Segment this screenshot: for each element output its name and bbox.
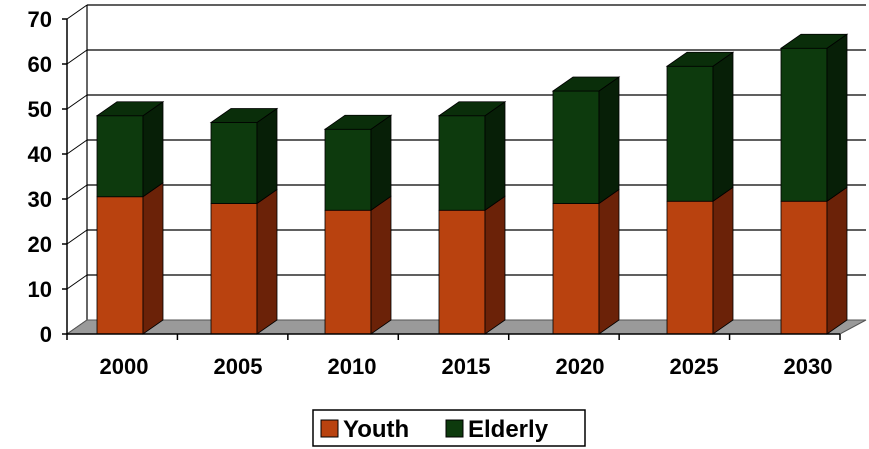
bar-side-elderly-2030 <box>826 33 848 203</box>
bar-youth-2010 <box>324 209 372 335</box>
bar-top-elderly-2000 <box>95 101 165 117</box>
bar-side-elderly-2010 <box>370 114 392 212</box>
bar-side-youth-2015 <box>484 195 506 335</box>
grid-connector-70 <box>66 4 88 20</box>
bar-side-elderly-2025 <box>712 51 734 203</box>
bar-elderly-2030 <box>780 47 828 202</box>
y-tick-label-20: 20 <box>28 232 52 257</box>
y-tick-label-30: 30 <box>28 187 52 212</box>
bar-top-elderly-2030 <box>779 33 849 49</box>
bar-top-elderly-2025 <box>665 51 735 67</box>
x-tick-label-2005: 2005 <box>214 354 263 379</box>
bar-elderly-2015 <box>438 115 486 211</box>
grid-connector-40 <box>66 139 88 155</box>
grid-connector-30 <box>66 184 88 200</box>
x-tick-label-2030: 2030 <box>784 354 833 379</box>
bar-top-elderly-2015 <box>437 101 507 117</box>
grid-connector-10 <box>66 274 88 290</box>
y-tick-label-10: 10 <box>28 277 52 302</box>
bar-youth-2030 <box>780 200 828 335</box>
bar-youth-2025 <box>666 200 714 335</box>
bar-side-youth-2000 <box>142 181 164 335</box>
bar-side-elderly-2020 <box>598 76 620 205</box>
bar-side-elderly-2005 <box>256 107 278 205</box>
bar-top-elderly-2020 <box>551 76 621 92</box>
y-tick-label-70: 70 <box>28 7 52 32</box>
bar-elderly-2005 <box>210 122 258 204</box>
x-tick-label-2020: 2020 <box>556 354 605 379</box>
x-tick-label-2015: 2015 <box>442 354 491 379</box>
bar-side-youth-2030 <box>826 186 848 335</box>
bar-elderly-2000 <box>96 115 144 198</box>
bar-side-elderly-2015 <box>484 100 506 212</box>
legend-swatch-elderly <box>445 419 464 438</box>
bar-top-elderly-2010 <box>323 114 393 130</box>
bar-side-youth-2020 <box>598 188 620 335</box>
legend-swatch-youth <box>320 419 339 438</box>
x-tick-label-2000: 2000 <box>100 354 149 379</box>
bar-top-elderly-2005 <box>209 108 279 123</box>
bar-side-youth-2010 <box>370 195 392 335</box>
y-tick-label-0: 0 <box>40 322 52 347</box>
bar-youth-2020 <box>552 203 600 335</box>
grid-connector-20 <box>66 229 88 245</box>
bar-youth-2005 <box>210 203 258 335</box>
x-tick-label-2025: 2025 <box>670 354 719 379</box>
y-tick-label-50: 50 <box>28 97 52 122</box>
bar-side-youth-2005 <box>256 188 278 335</box>
y-tick-label-40: 40 <box>28 142 52 167</box>
grid-connector-60 <box>66 49 88 65</box>
y-tick-label-60: 60 <box>28 52 52 77</box>
bar-youth-2000 <box>96 196 144 335</box>
legend-label-youth: Youth <box>343 416 409 443</box>
legend-label-elderly: Elderly <box>468 416 549 443</box>
bar-youth-2015 <box>438 209 486 335</box>
bar-side-youth-2025 <box>712 186 734 335</box>
bar-elderly-2025 <box>666 65 714 202</box>
bar-side-elderly-2000 <box>142 100 164 198</box>
bar-elderly-2020 <box>552 90 600 204</box>
bar-elderly-2010 <box>324 128 372 211</box>
x-tick-label-2010: 2010 <box>328 354 377 379</box>
grid-connector-50 <box>66 94 88 110</box>
